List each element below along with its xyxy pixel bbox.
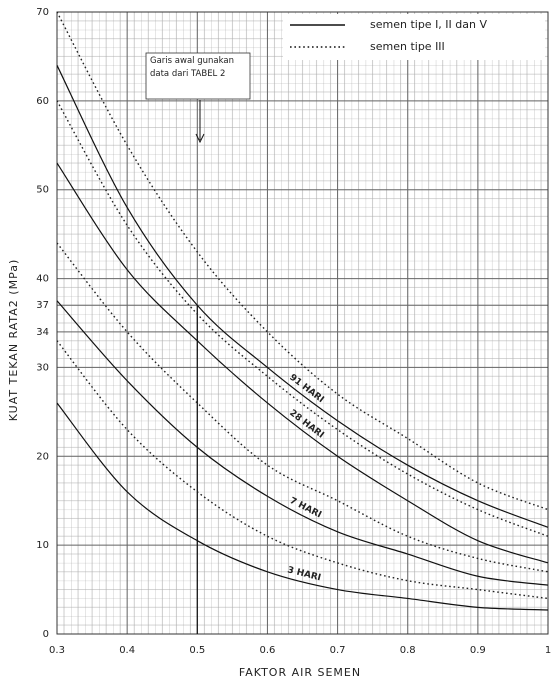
y-tick-label: 34 bbox=[36, 327, 49, 338]
plot-frame bbox=[56, 11, 549, 635]
x-tick-label: 0.9 bbox=[470, 645, 486, 656]
y-tick-label: 37 bbox=[36, 300, 49, 311]
y-tick-label: 0 bbox=[43, 629, 49, 640]
annotation-arrowhead bbox=[195, 133, 205, 144]
y-axis-title: KUAT TEKAN RATA2 (MPa) bbox=[7, 259, 20, 422]
y-tick-label: 60 bbox=[36, 96, 49, 107]
y-tick-label: 10 bbox=[36, 540, 49, 551]
legend-label: semen tipe III bbox=[370, 40, 445, 53]
curve bbox=[56, 100, 549, 537]
x-tick-label: 1 bbox=[545, 645, 551, 656]
x-tick-label: 0.3 bbox=[49, 645, 65, 656]
curve bbox=[56, 65, 549, 528]
y-tick-label: 20 bbox=[36, 451, 49, 462]
y-tick-label: 40 bbox=[36, 274, 49, 285]
annotation: Garis awal gunakan data dari TABEL 2 bbox=[150, 56, 234, 79]
legend-label: semen tipe I, II dan V bbox=[370, 18, 487, 31]
x-tick-label: 0.8 bbox=[400, 645, 416, 656]
x-tick-label: 0.7 bbox=[330, 645, 346, 656]
annotation-holder: Garis awal gunakan data dari TABEL 2 bbox=[150, 56, 234, 79]
legend-box bbox=[283, 14, 545, 60]
annotation-box bbox=[145, 52, 251, 100]
x-tick-label: 0.6 bbox=[259, 645, 275, 656]
x-tick-label: 0.4 bbox=[119, 645, 135, 656]
y-tick-label: 70 bbox=[36, 7, 49, 18]
y-tick-label: 30 bbox=[36, 362, 49, 373]
curve bbox=[56, 11, 549, 511]
curve bbox=[56, 162, 549, 564]
x-axis-title: FAKTOR AIR SEMEN bbox=[239, 666, 361, 679]
y-tick-label: 50 bbox=[36, 185, 49, 196]
curve bbox=[56, 402, 549, 611]
minor-grid bbox=[57, 12, 548, 634]
x-tick-label: 0.5 bbox=[189, 645, 205, 656]
curve bbox=[56, 300, 549, 586]
